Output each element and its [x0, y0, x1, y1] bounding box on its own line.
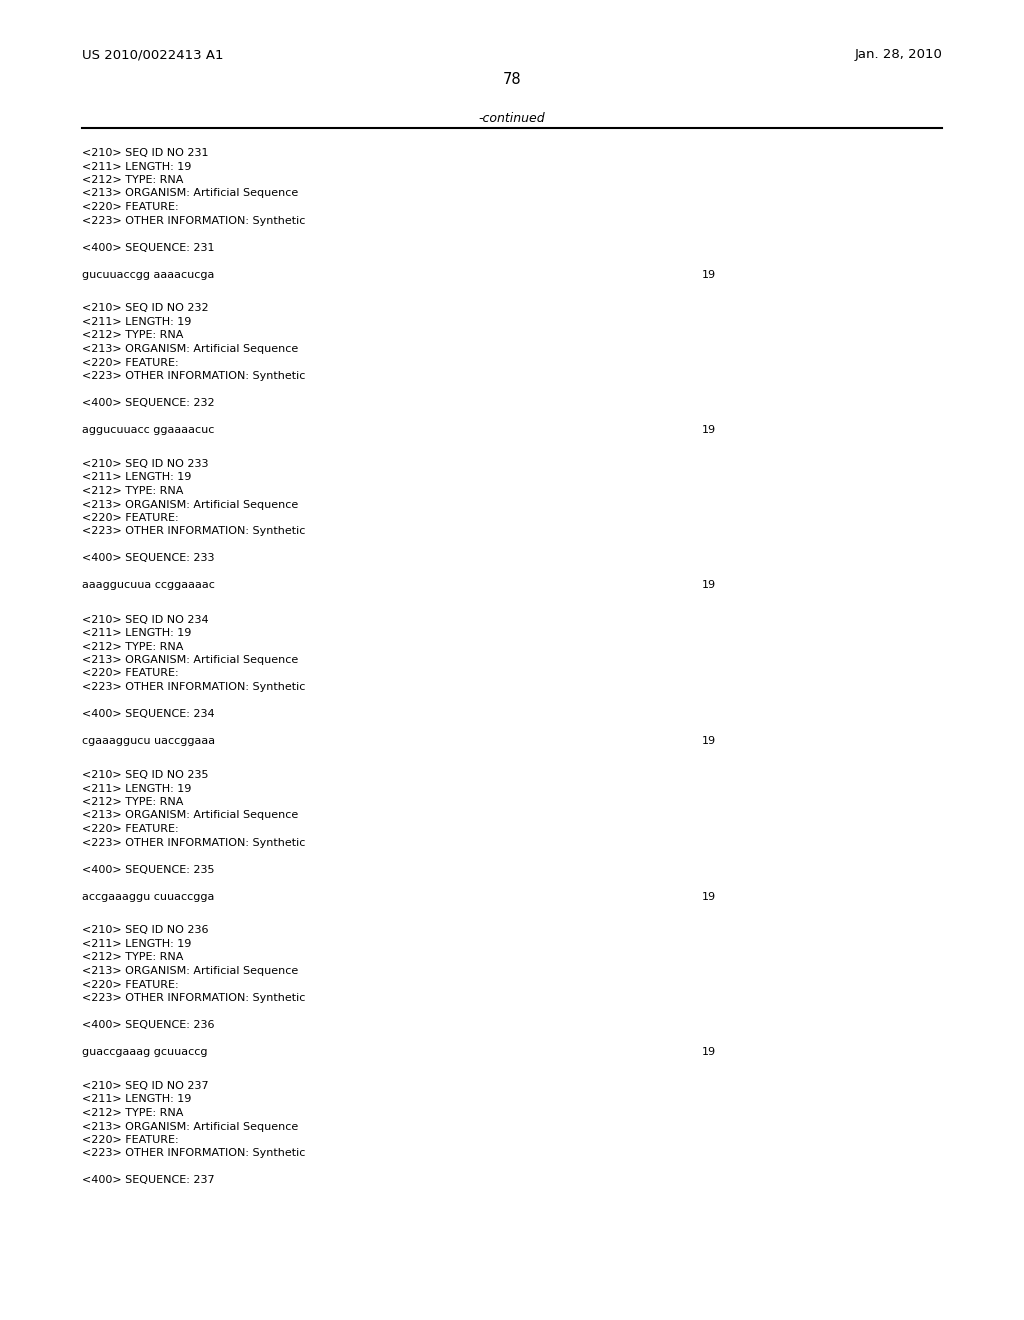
Text: <400> SEQUENCE: 235: <400> SEQUENCE: 235	[82, 865, 214, 874]
Text: <212> TYPE: RNA: <212> TYPE: RNA	[82, 953, 183, 962]
Text: <220> FEATURE:: <220> FEATURE:	[82, 1135, 178, 1144]
Text: <213> ORGANISM: Artificial Sequence: <213> ORGANISM: Artificial Sequence	[82, 966, 298, 975]
Text: cgaaaggucu uaccggaaa: cgaaaggucu uaccggaaa	[82, 737, 215, 746]
Text: <211> LENGTH: 19: <211> LENGTH: 19	[82, 473, 191, 483]
Text: <223> OTHER INFORMATION: Synthetic: <223> OTHER INFORMATION: Synthetic	[82, 371, 305, 381]
Text: 19: 19	[701, 269, 716, 280]
Text: <213> ORGANISM: Artificial Sequence: <213> ORGANISM: Artificial Sequence	[82, 1122, 298, 1131]
Text: <211> LENGTH: 19: <211> LENGTH: 19	[82, 939, 191, 949]
Text: <400> SEQUENCE: 232: <400> SEQUENCE: 232	[82, 399, 215, 408]
Text: <211> LENGTH: 19: <211> LENGTH: 19	[82, 784, 191, 793]
Text: <210> SEQ ID NO 233: <210> SEQ ID NO 233	[82, 459, 209, 469]
Text: <213> ORGANISM: Artificial Sequence: <213> ORGANISM: Artificial Sequence	[82, 810, 298, 821]
Text: <400> SEQUENCE: 236: <400> SEQUENCE: 236	[82, 1020, 214, 1030]
Text: <212> TYPE: RNA: <212> TYPE: RNA	[82, 642, 183, 652]
Text: <210> SEQ ID NO 236: <210> SEQ ID NO 236	[82, 925, 209, 936]
Text: <223> OTHER INFORMATION: Synthetic: <223> OTHER INFORMATION: Synthetic	[82, 527, 305, 536]
Text: <223> OTHER INFORMATION: Synthetic: <223> OTHER INFORMATION: Synthetic	[82, 993, 305, 1003]
Text: <220> FEATURE:: <220> FEATURE:	[82, 668, 178, 678]
Text: <211> LENGTH: 19: <211> LENGTH: 19	[82, 317, 191, 327]
Text: <220> FEATURE:: <220> FEATURE:	[82, 358, 178, 367]
Text: <223> OTHER INFORMATION: Synthetic: <223> OTHER INFORMATION: Synthetic	[82, 215, 305, 226]
Text: <213> ORGANISM: Artificial Sequence: <213> ORGANISM: Artificial Sequence	[82, 499, 298, 510]
Text: <220> FEATURE:: <220> FEATURE:	[82, 513, 178, 523]
Text: <400> SEQUENCE: 233: <400> SEQUENCE: 233	[82, 553, 214, 564]
Text: 78: 78	[503, 73, 521, 87]
Text: <400> SEQUENCE: 237: <400> SEQUENCE: 237	[82, 1176, 215, 1185]
Text: 19: 19	[701, 425, 716, 436]
Text: <210> SEQ ID NO 234: <210> SEQ ID NO 234	[82, 615, 209, 624]
Text: US 2010/0022413 A1: US 2010/0022413 A1	[82, 48, 223, 61]
Text: <223> OTHER INFORMATION: Synthetic: <223> OTHER INFORMATION: Synthetic	[82, 1148, 305, 1159]
Text: <400> SEQUENCE: 234: <400> SEQUENCE: 234	[82, 709, 215, 719]
Text: <223> OTHER INFORMATION: Synthetic: <223> OTHER INFORMATION: Synthetic	[82, 837, 305, 847]
Text: gucuuaccgg aaaacucga: gucuuaccgg aaaacucga	[82, 269, 214, 280]
Text: <213> ORGANISM: Artificial Sequence: <213> ORGANISM: Artificial Sequence	[82, 655, 298, 665]
Text: <211> LENGTH: 19: <211> LENGTH: 19	[82, 628, 191, 638]
Text: <210> SEQ ID NO 232: <210> SEQ ID NO 232	[82, 304, 209, 314]
Text: 19: 19	[701, 581, 716, 590]
Text: 19: 19	[701, 1047, 716, 1057]
Text: <220> FEATURE:: <220> FEATURE:	[82, 202, 178, 213]
Text: 19: 19	[701, 737, 716, 746]
Text: <213> ORGANISM: Artificial Sequence: <213> ORGANISM: Artificial Sequence	[82, 189, 298, 198]
Text: 19: 19	[701, 891, 716, 902]
Text: aggucuuacc ggaaaacuc: aggucuuacc ggaaaacuc	[82, 425, 214, 436]
Text: -continued: -continued	[478, 112, 546, 125]
Text: <211> LENGTH: 19: <211> LENGTH: 19	[82, 161, 191, 172]
Text: Jan. 28, 2010: Jan. 28, 2010	[854, 48, 942, 61]
Text: aaaggucuua ccggaaaac: aaaggucuua ccggaaaac	[82, 581, 215, 590]
Text: <210> SEQ ID NO 237: <210> SEQ ID NO 237	[82, 1081, 209, 1092]
Text: <400> SEQUENCE: 231: <400> SEQUENCE: 231	[82, 243, 214, 252]
Text: <213> ORGANISM: Artificial Sequence: <213> ORGANISM: Artificial Sequence	[82, 345, 298, 354]
Text: <223> OTHER INFORMATION: Synthetic: <223> OTHER INFORMATION: Synthetic	[82, 682, 305, 692]
Text: <212> TYPE: RNA: <212> TYPE: RNA	[82, 330, 183, 341]
Text: accgaaaggu cuuaccgga: accgaaaggu cuuaccgga	[82, 891, 214, 902]
Text: <211> LENGTH: 19: <211> LENGTH: 19	[82, 1094, 191, 1105]
Text: <210> SEQ ID NO 231: <210> SEQ ID NO 231	[82, 148, 209, 158]
Text: <212> TYPE: RNA: <212> TYPE: RNA	[82, 486, 183, 496]
Text: <212> TYPE: RNA: <212> TYPE: RNA	[82, 797, 183, 807]
Text: <220> FEATURE:: <220> FEATURE:	[82, 979, 178, 990]
Text: <220> FEATURE:: <220> FEATURE:	[82, 824, 178, 834]
Text: <212> TYPE: RNA: <212> TYPE: RNA	[82, 176, 183, 185]
Text: <212> TYPE: RNA: <212> TYPE: RNA	[82, 1107, 183, 1118]
Text: guaccgaaag gcuuaccg: guaccgaaag gcuuaccg	[82, 1047, 208, 1057]
Text: <210> SEQ ID NO 235: <210> SEQ ID NO 235	[82, 770, 209, 780]
